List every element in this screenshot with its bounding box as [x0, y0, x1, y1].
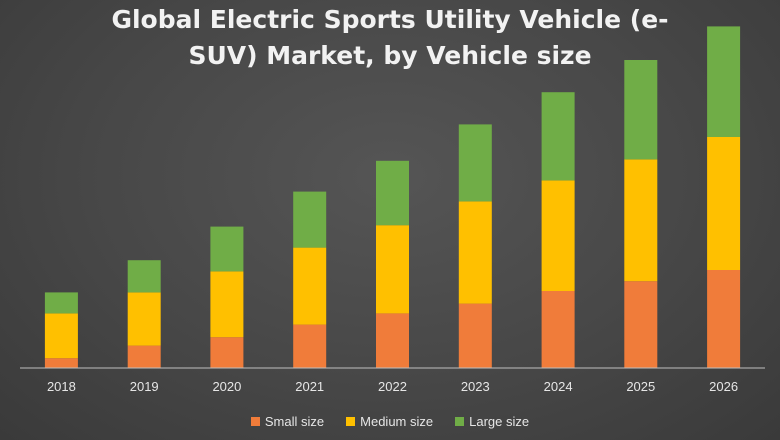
legend-label: Small size [264, 414, 325, 429]
legend-swatch [346, 417, 356, 426]
bar-2022-large-size [376, 160, 409, 226]
bar-2018-small-size [44, 358, 78, 368]
bar-2026-medium-size [707, 137, 741, 270]
x-tick-label-2020: 2020 [212, 379, 241, 394]
x-tick-label-2019: 2019 [130, 379, 159, 394]
legend-label: Medium size [360, 414, 434, 429]
bar-2023-large-size [458, 124, 492, 202]
legend-item-small-size: Small size [250, 414, 325, 429]
bar-2021-medium-size [293, 247, 327, 325]
bar-2022-medium-size [376, 225, 409, 314]
bar-2020-small-size [210, 337, 244, 368]
x-tick-label-2018: 2018 [47, 379, 76, 394]
x-tick-label-2026: 2026 [709, 379, 738, 394]
chart-legend: Small size Medium size Large size [0, 414, 780, 429]
x-tick-label-2024: 2024 [544, 379, 573, 394]
chart-title-line-2: SUV) Market, by Vehicle size [188, 41, 592, 70]
x-tick-label-2022: 2022 [378, 379, 407, 394]
legend-item-medium-size: Medium size [346, 414, 433, 429]
bar-2021-large-size [293, 191, 327, 248]
bar-2026-small-size [707, 270, 741, 368]
bar-2018-medium-size [44, 313, 78, 359]
bars-group [44, 26, 741, 368]
legend-label: Large size [469, 414, 530, 429]
chart-title: Global Electric Sports Utility Vehicle (… [0, 2, 780, 74]
bar-2019-small-size [127, 345, 161, 368]
x-tick-label-2025: 2025 [626, 379, 655, 394]
x-tick-labels: 2018 2019 2020 2021 2022 2023 2024 2025 2026 [47, 379, 738, 394]
bar-2024-small-size [541, 291, 575, 368]
x-tick-label-2021: 2021 [295, 379, 324, 394]
bar-2020-large-size [210, 226, 244, 272]
bar-2023-small-size [458, 303, 492, 368]
bar-2019-medium-size [127, 292, 161, 346]
bar-2020-medium-size [210, 271, 244, 338]
x-tick-label-2023: 2023 [461, 379, 490, 394]
bar-2018-large-size [44, 292, 78, 314]
bar-2025-small-size [624, 281, 658, 368]
bar-2019-large-size [127, 260, 161, 293]
bar-2025-large-size [624, 60, 658, 160]
chart-title-line-1: Global Electric Sports Utility Vehicle (… [111, 5, 669, 34]
bar-2021-small-size [293, 324, 327, 368]
legend-item-large-size: Large size [455, 414, 529, 429]
bar-2024-large-size [541, 92, 575, 181]
bar-2026-large-size [707, 26, 741, 137]
bar-2022-small-size [376, 313, 409, 368]
legend-swatch [250, 417, 260, 426]
bar-2024-medium-size [541, 180, 575, 291]
bar-2023-medium-size [458, 201, 492, 304]
bar-2025-medium-size [624, 159, 658, 282]
legend-swatch [455, 417, 465, 426]
